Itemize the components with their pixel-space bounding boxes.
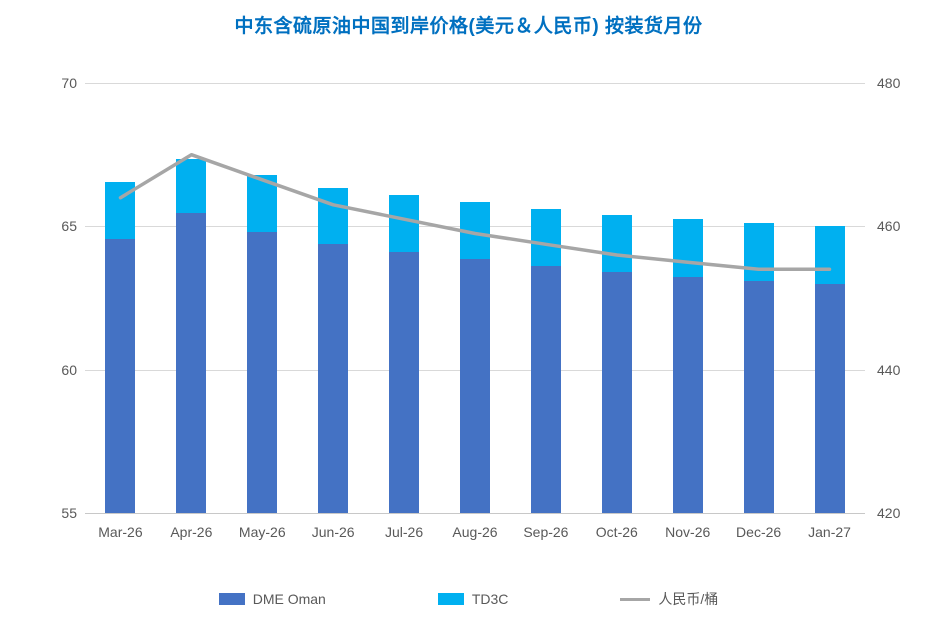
legend-item-rmb-line: 人民币/桶 (620, 589, 718, 609)
bar-dme-oman (672, 276, 703, 513)
bar-dme-oman (743, 280, 774, 513)
y-tick-label-right: 460 (877, 218, 901, 235)
x-tick-label: Aug-26 (452, 524, 498, 540)
bar-dme-oman (318, 243, 349, 513)
x-tick-label: Mar-26 (98, 524, 143, 540)
x-tick-label: Jul-26 (385, 524, 424, 540)
bar-td3c (743, 223, 774, 281)
legend-label-td3c: TD3C (471, 591, 509, 607)
bar-dme-oman (601, 272, 632, 513)
legend-swatch-rmb-line (620, 597, 651, 601)
x-tick-label: Dec-26 (736, 524, 782, 540)
x-tick-label: Nov-26 (665, 524, 711, 540)
bar-td3c (601, 214, 632, 273)
bar-td3c (389, 194, 420, 253)
plot-area (85, 83, 865, 514)
bar-td3c (814, 226, 845, 284)
x-axis-line (85, 513, 865, 514)
y-tick-label-left: 70 (61, 75, 77, 91)
legend: DME Oman TD3C 人民币/桶 (0, 589, 937, 609)
bar-dme-oman (176, 213, 207, 513)
y-tick-label-left: 65 (61, 218, 77, 235)
chart-title: 中东含硫原油中国到岸价格(美元＆人民币) 按装货月份 (234, 16, 703, 37)
bar-dme-oman (460, 259, 490, 513)
legend-label-dme-oman: DME Oman (252, 591, 326, 607)
gridline (85, 83, 865, 84)
y-tick-label-left: 60 (61, 361, 77, 378)
y-tick-label-right: 480 (877, 75, 901, 91)
bar-td3c (318, 187, 349, 244)
x-tick-label: Jan-27 (808, 524, 851, 540)
x-tick-label: May-26 (238, 524, 286, 540)
legend-item-td3c: TD3C (437, 591, 509, 607)
bar-dme-oman (105, 239, 136, 513)
bar-dme-oman (247, 232, 278, 513)
y-tick-label-right: 440 (877, 361, 901, 378)
x-tick-label: Sep-26 (523, 524, 569, 540)
y-tick-label-right: 420 (877, 505, 901, 521)
bar-dme-oman (389, 252, 420, 513)
legend-item-dme-oman: DME Oman (218, 591, 326, 607)
y-tick-label-left: 55 (61, 505, 77, 521)
bar-td3c (176, 158, 207, 214)
x-tick-label: Apr-26 (170, 524, 213, 540)
x-tick-label: Jun-26 (311, 524, 355, 540)
x-tick-label: Oct-26 (595, 524, 638, 540)
bar-dme-oman (530, 266, 561, 513)
bar-dme-oman (814, 283, 845, 513)
bar-td3c (530, 209, 561, 267)
legend-swatch-td3c (437, 593, 464, 605)
legend-swatch-dme-oman (218, 593, 245, 605)
rmb-line-layer (118, 152, 832, 272)
rmb-line (118, 152, 832, 272)
bar-td3c (672, 219, 703, 277)
legend-label-rmb-line: 人民币/桶 (658, 591, 719, 607)
